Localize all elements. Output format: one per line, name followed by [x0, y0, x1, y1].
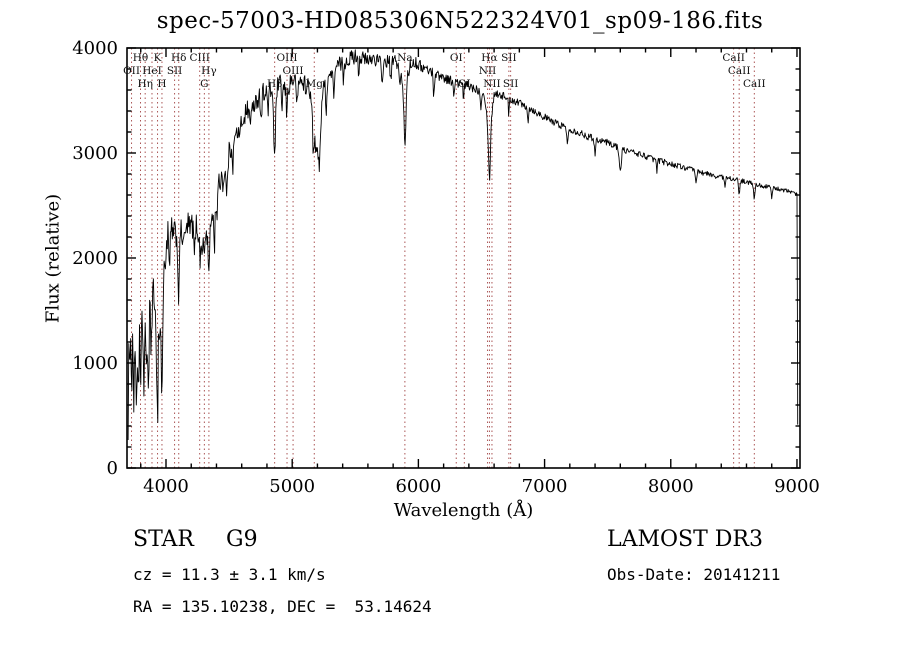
spectral-line-label: OIII — [283, 65, 304, 77]
spectral-line-label: SII — [503, 78, 519, 90]
y-tick-label: 2000 — [72, 248, 118, 269]
spectral-line-label: Hα — [481, 52, 497, 64]
x-tick-label: 7000 — [522, 476, 568, 497]
spectral-line-label: H — [157, 78, 166, 90]
spectral-line-label: OIII — [276, 52, 297, 64]
ra-dec-value: RA = 135.10238, DEC = 53.14624 — [133, 597, 432, 616]
spectral-line-label: Mg — [306, 78, 324, 90]
survey-label: LAMOST DR3 — [607, 527, 763, 552]
spectral-line-label: SII — [167, 65, 183, 77]
spectral-line-label: SII — [501, 52, 517, 64]
spectral-line-label: Na — [397, 52, 412, 64]
spectral-line-label: HeI — [142, 65, 162, 77]
spectral-line-label: G — [200, 78, 208, 90]
spectral-line-label: Hη — [137, 78, 152, 90]
spectral-line-label: Hγ — [201, 65, 216, 77]
subclass-label: G9 — [226, 527, 258, 552]
x-axis-label: Wavelength (Å) — [393, 500, 534, 521]
axes-box — [126, 47, 801, 469]
spectral-line-label: CaII — [743, 78, 766, 90]
spectral-line-label: CIII — [189, 52, 209, 64]
spectral-line-label: OII — [123, 65, 140, 77]
spectral-line-label: CaII — [722, 52, 745, 64]
spectral-line-label: K — [154, 52, 162, 64]
y-tick-label: 3000 — [72, 143, 118, 164]
object-type-label: STAR — [133, 527, 194, 552]
y-tick-label: 1000 — [72, 353, 118, 374]
x-tick-label: 5000 — [269, 476, 315, 497]
spectral-line-label: NII — [479, 65, 496, 77]
spectral-line-label: CaII — [728, 65, 751, 77]
spectral-line-label: NII — [483, 78, 500, 90]
spectral-line-label: Hθ — [133, 52, 148, 64]
spectral-line-label: OI — [450, 52, 463, 64]
obs-date-value: Obs-Date: 20141211 — [607, 565, 781, 584]
x-tick-label: 6000 — [395, 476, 441, 497]
spectral-line-label: OI — [458, 78, 471, 90]
y-axis-label: Flux (relative) — [42, 193, 64, 324]
spectral-line-label: Hδ — [171, 52, 186, 64]
x-tick-label: 9000 — [774, 476, 820, 497]
spectrum-trace — [127, 49, 799, 441]
cz-value: cz = 11.3 ± 3.1 km/s — [133, 565, 326, 584]
y-tick-label: 0 — [107, 458, 118, 479]
spectral-line-label: Hβ — [267, 78, 282, 90]
x-tick-label: 8000 — [648, 476, 694, 497]
plot-title: spec-57003-HD085306N522324V01_sp09-186.f… — [156, 8, 764, 34]
x-tick-label: 4000 — [143, 476, 189, 497]
y-tick-label: 4000 — [72, 38, 118, 59]
